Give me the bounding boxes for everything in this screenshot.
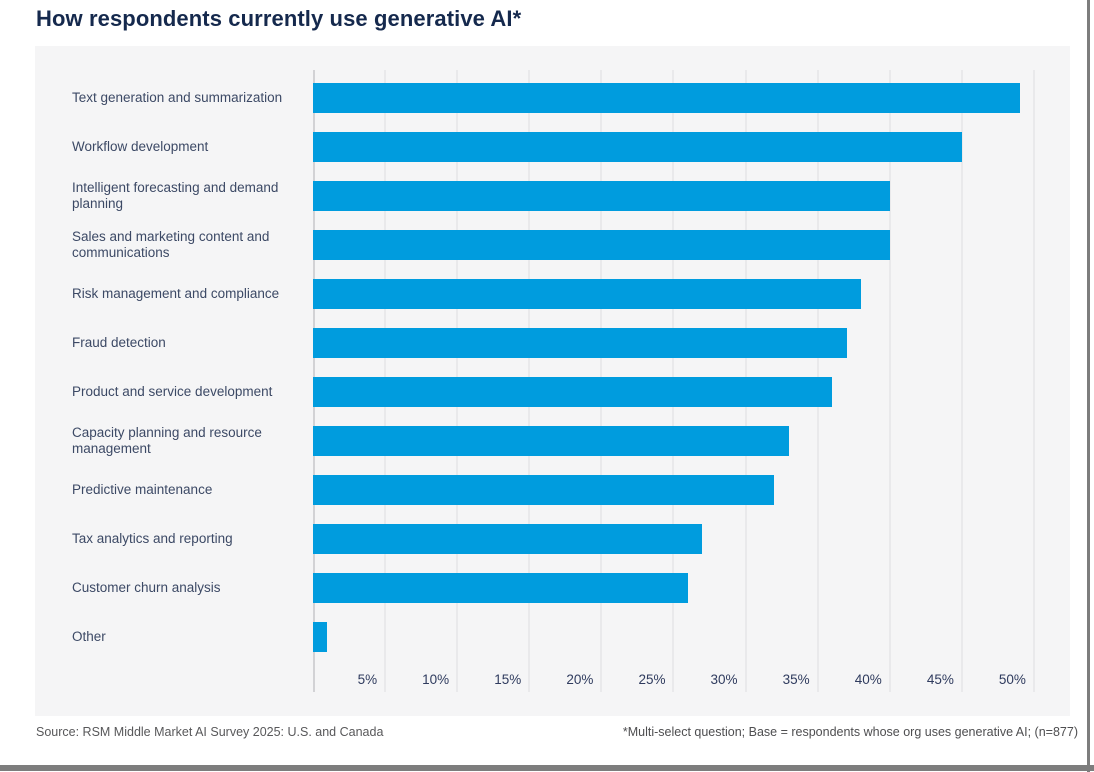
page-border-bottom [0, 765, 1094, 771]
category-label: Workflow development [72, 139, 209, 155]
bar-row [313, 622, 1070, 671]
category-label-slot: Capacity planning and resource managemen… [72, 425, 310, 475]
category-label-slot: Risk management and compliance [72, 279, 310, 328]
x-tick-label: 5% [357, 672, 378, 687]
bar-row [313, 230, 1070, 279]
category-label-slot: Workflow development [72, 132, 310, 181]
chart-title: How respondents currently use generative… [36, 6, 522, 31]
source-note: Source: RSM Middle Market AI Survey 2025… [36, 725, 384, 739]
x-tick-label: 20% [566, 672, 594, 687]
plot-area: 5% 10% 15% 20% 25% 30% 35% 40% 45% 50% [313, 70, 1070, 692]
category-label-slot: Fraud detection [72, 328, 310, 377]
x-tick-label: 30% [710, 672, 738, 687]
bar [313, 132, 962, 162]
bar-row [313, 573, 1070, 622]
footnote: *Multi-select question; Base = responden… [622, 725, 1078, 739]
gridline-50 [1032, 70, 1035, 692]
x-tick-label: 15% [494, 672, 522, 687]
bar-row [313, 279, 1070, 328]
category-labels: Text generation and summarization Workflo… [72, 83, 310, 671]
bar-row [313, 132, 1070, 181]
category-label: Other [72, 629, 106, 645]
bar [313, 181, 890, 211]
x-tick-label: 50% [998, 672, 1026, 687]
x-tick-label: 35% [782, 672, 810, 687]
category-label: Product and service development [72, 384, 273, 400]
category-label-slot: Intelligent forecasting and demand plann… [72, 180, 310, 230]
bar [313, 377, 833, 407]
category-label-slot: Product and service development [72, 377, 310, 426]
bar [313, 83, 1020, 113]
x-tick-label: 10% [422, 672, 450, 687]
gridline-40 [888, 70, 891, 692]
category-label-slot: Other [72, 622, 310, 671]
category-label: Risk management and compliance [72, 286, 280, 302]
bar [313, 279, 861, 309]
bar-row [313, 524, 1070, 573]
category-label: Tax analytics and reporting [72, 531, 233, 547]
x-tick-label: 25% [638, 672, 666, 687]
page-border-right [1087, 0, 1090, 772]
category-label-slot: Tax analytics and reporting [72, 524, 310, 573]
bar-row [313, 377, 1070, 426]
bar [313, 573, 688, 603]
category-label: Text generation and summarization [72, 90, 283, 106]
gridline-45 [960, 70, 963, 692]
bar-row [313, 475, 1070, 524]
bar-row [313, 426, 1070, 475]
category-label: Capacity planning and resource managemen… [72, 425, 262, 456]
bar-row [313, 328, 1070, 377]
x-tick-label: 45% [926, 672, 954, 687]
bar-row [313, 181, 1070, 230]
bar-rows [313, 83, 1070, 671]
bar [313, 230, 890, 260]
category-label-slot: Customer churn analysis [72, 573, 310, 622]
category-label: Customer churn analysis [72, 580, 221, 596]
bar [313, 426, 789, 456]
chart-panel: Text generation and summarization Workflo… [35, 46, 1070, 716]
category-label-slot: Text generation and summarization [72, 83, 310, 132]
category-label: Predictive maintenance [72, 482, 213, 498]
bar [313, 475, 775, 505]
x-tick-label: 40% [854, 672, 882, 687]
bar [313, 524, 703, 554]
bar-row [313, 83, 1070, 132]
bar [313, 328, 847, 358]
category-label: Intelligent forecasting and demand plann… [72, 180, 279, 211]
category-label: Sales and marketing content and communic… [72, 229, 270, 260]
category-label: Fraud detection [72, 335, 166, 351]
category-label-slot: Sales and marketing content and communic… [72, 229, 310, 279]
bar [313, 622, 328, 652]
category-label-slot: Predictive maintenance [72, 475, 310, 524]
